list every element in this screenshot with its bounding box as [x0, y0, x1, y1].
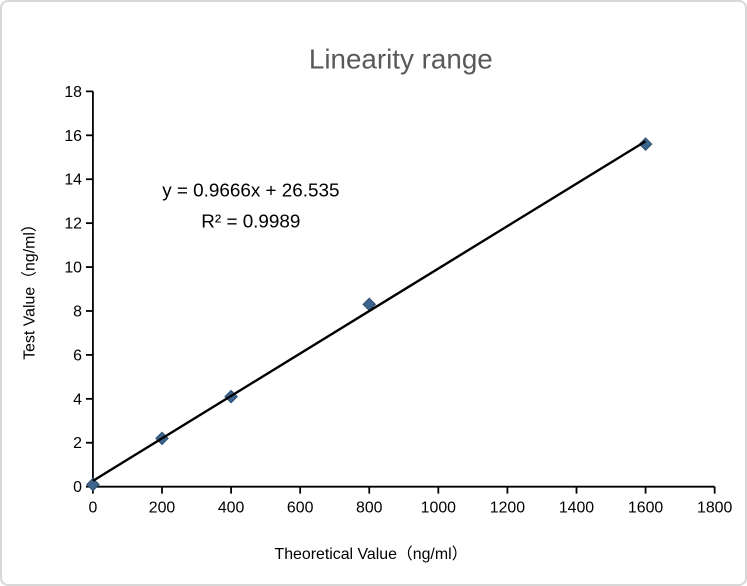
trendline [92, 140, 647, 482]
y-tick-label: 18 [64, 84, 82, 101]
x-tick-label: 1600 [628, 499, 663, 516]
y-tick-label: 14 [64, 172, 82, 189]
y-tick-label: 6 [73, 347, 82, 364]
y-tick-label: 10 [64, 260, 82, 277]
x-tick-label: 1800 [697, 499, 732, 516]
trendline-r-squared: R² = 0.9989 [201, 210, 300, 231]
y-tick-label: 0 [73, 479, 82, 496]
x-tick-label: 200 [149, 499, 176, 516]
chart-title: Linearity range [309, 44, 493, 75]
y-tick-label: 4 [73, 391, 82, 408]
x-tick-label: 1000 [421, 499, 456, 516]
y-tick-label: 8 [73, 303, 82, 320]
data-point [638, 137, 653, 151]
y-tick-label: 16 [64, 128, 82, 145]
y-axis-title: Test Value（ng/ml） [20, 216, 38, 360]
data-point [86, 477, 100, 492]
plot-area: 0 2 4 6 8 10 12 14 16 18 0 200 400 600 800 1000 1200 1400… [64, 84, 732, 517]
y-tick-label: 2 [73, 435, 82, 452]
x-tick-label: 1400 [559, 499, 594, 516]
x-tick-label: 600 [287, 499, 314, 516]
x-tick-label: 0 [89, 499, 98, 516]
x-axis-title: Theoretical Value（ng/ml） [275, 545, 468, 563]
x-tick-label: 800 [356, 499, 383, 516]
trendline-equation: y = 0.9666x + 26.535 [162, 180, 339, 201]
y-tick-label: 12 [64, 216, 82, 233]
x-tick-label: 1200 [490, 499, 525, 516]
x-tick-label: 400 [218, 499, 245, 516]
